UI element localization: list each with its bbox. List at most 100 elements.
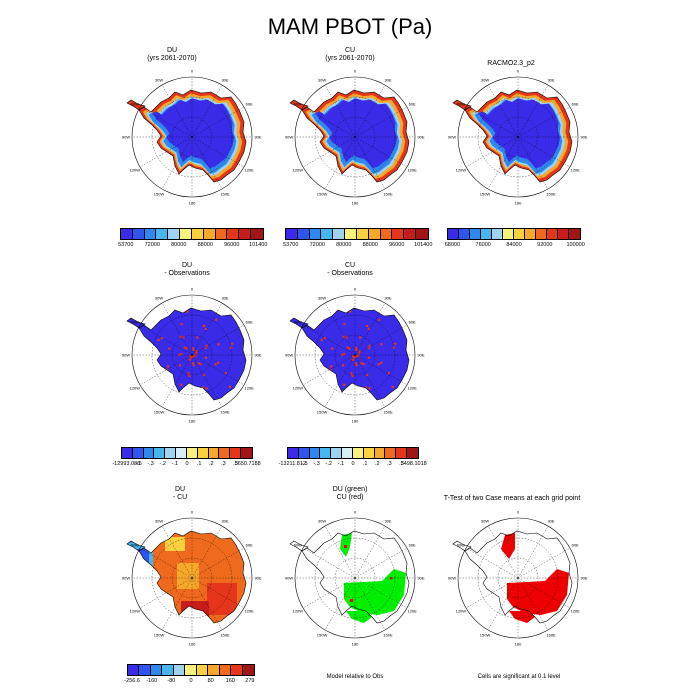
colorbar-swatch: [150, 665, 163, 675]
note-significance: Cells are significant at 0.1 level: [477, 674, 561, 680]
map-du-cu: 0 30E 60E 90E 120E 150E 180 150W 120W 90W 60W 30W: [122, 510, 262, 647]
longitude-label: 120E: [244, 386, 254, 391]
longitude-label: 150W: [154, 410, 165, 415]
panel-title-du-cu: DU - CU: [172, 486, 188, 501]
colorbar-swatch: [321, 229, 334, 239]
colorbar-swatch: [297, 229, 310, 239]
colorbar-swatch: [345, 229, 357, 239]
colorbar-tick-label: 3498.1018: [400, 461, 427, 467]
colorbar-swatch: [459, 229, 470, 239]
colorbar-tick-label: -13211.812: [278, 461, 306, 467]
map-racmo: 0 30E 60E 90E 120E 150E 180 150W 120W 90W 60W 30W: [448, 69, 588, 206]
colorbar-tick-label: 3650.7188: [234, 461, 261, 467]
longitude-label: 0: [354, 510, 357, 515]
panel-title-du-obs: DU - Observations: [164, 262, 210, 277]
colorbar-tick-label: .2: [374, 461, 380, 467]
colorbar-tick-label: -.3: [313, 461, 320, 467]
colorbar-swatch: [569, 229, 580, 239]
colorbar-tick-label: -.1: [171, 461, 179, 467]
colorbar-swatch: [180, 229, 192, 239]
longitude-label: 30W: [318, 295, 326, 300]
longitude-label: 90W: [448, 576, 456, 581]
longitude-label: 60E: [409, 320, 416, 325]
longitude-label: 60W: [457, 543, 465, 548]
longitude-label: 60W: [294, 102, 302, 107]
colorbar-swatch: [380, 229, 393, 239]
longitude-label: 90W: [448, 135, 456, 140]
colorbar-tick-label: 80: [207, 678, 214, 684]
colorbar-tick-label: 80000: [171, 242, 187, 248]
longitude-label: 90W: [285, 353, 293, 358]
longitude-label: 150E: [546, 633, 556, 638]
longitude-label: 150E: [220, 633, 230, 638]
panel-title-ttest: T-Test of two Case means at each grid po…: [443, 495, 581, 502]
longitude-label: 60E: [246, 320, 253, 325]
colorbar-swatch: [186, 448, 198, 458]
longitude-label: 30E: [547, 518, 554, 523]
longitude-label: 150E: [383, 410, 393, 415]
colorbar-swatch: [356, 229, 369, 239]
colorbar-tick-label: -.2: [159, 461, 166, 467]
longitude-label: 150E: [546, 192, 556, 197]
longitude-label: 150W: [480, 192, 491, 197]
colorbar-swatch: [251, 229, 263, 239]
colorbar-tick-label: -.3: [147, 461, 154, 467]
colorbar-tick-label: -160: [146, 678, 158, 684]
colorbar-swatch: [286, 229, 298, 239]
longitude-label: 150E: [220, 192, 230, 197]
longitude-label: 30E: [384, 77, 391, 82]
longitude-label: 60W: [131, 543, 139, 548]
colorbar-swatch: [392, 229, 405, 239]
colorbar-tick-label: -.1: [337, 461, 345, 467]
colorbar-swatch: [385, 448, 397, 458]
colorbar-tick-label: 72000: [309, 242, 325, 248]
colorbar-tick-label: 88000: [362, 242, 378, 248]
colorbar-tick-label: .1: [196, 461, 202, 467]
longitude-label: 30W: [481, 518, 489, 523]
longitude-label: 90W: [285, 576, 293, 581]
longitude-label: 150E: [220, 410, 230, 415]
map-du-obs: 0 30E 60E 90E 120E 150E 180 150W 120W 90W 60W 30W: [122, 287, 262, 424]
longitude-label: 120E: [407, 168, 417, 173]
colorbar-swatch: [231, 665, 243, 675]
colorbar-swatch: [407, 448, 418, 458]
longitude-label: 30E: [384, 518, 391, 523]
longitude-label: 150E: [383, 192, 393, 197]
longitude-label: 180: [189, 419, 196, 424]
colorbar-swatch: [481, 229, 492, 239]
longitude-label: 150W: [317, 410, 328, 415]
colorbar-swatch: [215, 229, 228, 239]
colorbar-swatch: [368, 229, 381, 239]
colorbar-swatch: [144, 229, 157, 239]
colorbar-swatch: [139, 665, 151, 675]
figure-title: MAM PBOT (Pa): [267, 14, 433, 39]
colorbar-swatch: [470, 229, 481, 239]
colorbar-swatch: [241, 448, 252, 458]
colorbar-swatch: [363, 448, 375, 458]
longitude-label: 60E: [572, 543, 579, 548]
longitude-label: 120E: [244, 168, 254, 173]
colorbar-swatch: [219, 448, 231, 458]
longitude-label: 120E: [407, 609, 417, 614]
colorbar-tick-label: 101400: [414, 242, 433, 248]
colorbar-swatch: [176, 448, 187, 458]
longitude-label: 60W: [294, 320, 302, 325]
longitude-label: 30W: [318, 77, 326, 82]
longitude-label: 60E: [246, 543, 253, 548]
colorbar-tick-label: .3: [221, 461, 226, 467]
colorbar-swatch: [352, 448, 364, 458]
longitude-label: 120E: [570, 168, 580, 173]
longitude-label: 0: [191, 287, 194, 292]
colorbar-tick-label: 76000: [475, 242, 491, 248]
longitude-label: 30W: [155, 295, 163, 300]
longitude-label: 180: [352, 642, 359, 647]
colorbar-swatch: [219, 665, 232, 675]
colorbar-boxes: [120, 228, 264, 240]
colorbar-tick-label: -.5: [301, 461, 308, 467]
longitude-label: 90W: [285, 135, 293, 140]
colorbar-swatch: [122, 448, 133, 458]
colorbar-swatch: [227, 229, 240, 239]
longitude-label: 60E: [572, 102, 579, 107]
colorbar-boxes: [287, 447, 419, 459]
longitude-label: 180: [352, 419, 359, 424]
